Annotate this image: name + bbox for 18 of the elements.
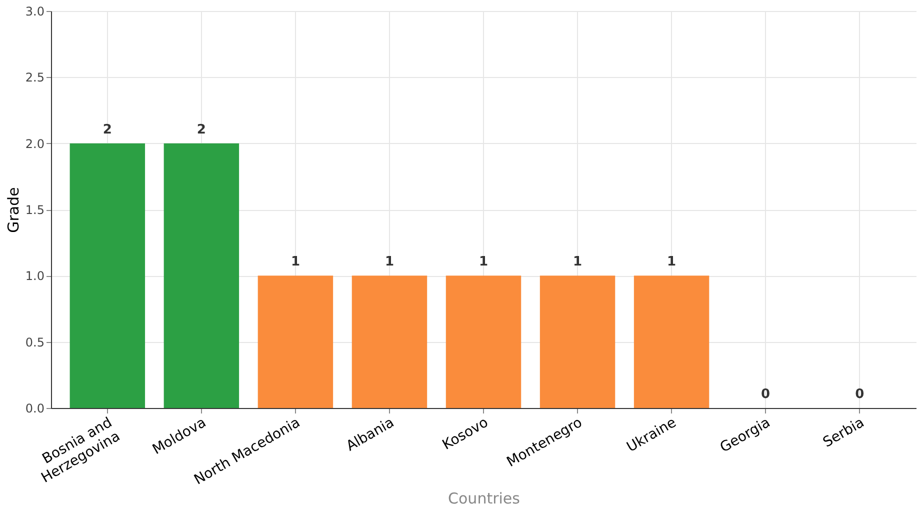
data-label: 2 — [196, 122, 206, 138]
data-label: 1 — [384, 254, 394, 270]
y-tick-label: 0.0 — [25, 402, 44, 416]
y-tick-label: 1.5 — [25, 203, 44, 217]
data-label: 0 — [761, 387, 770, 402]
data-label: 1 — [290, 254, 300, 270]
x-axis-title: Countries — [448, 489, 520, 508]
data-label: 1 — [573, 254, 582, 270]
data-label: 1 — [478, 254, 488, 270]
y-tick-label: 0.5 — [25, 335, 44, 350]
y-tick-label: 2.0 — [25, 136, 44, 151]
y-tick-label: 1.0 — [25, 269, 44, 284]
data-label: 0 — [855, 387, 864, 402]
y-axis-title: Grade — [4, 187, 22, 233]
y-tick-label: 2.5 — [25, 70, 44, 85]
y-tick-label: 3.0 — [25, 4, 44, 18]
data-label: 1 — [667, 254, 676, 270]
data-label: 2 — [102, 122, 112, 138]
